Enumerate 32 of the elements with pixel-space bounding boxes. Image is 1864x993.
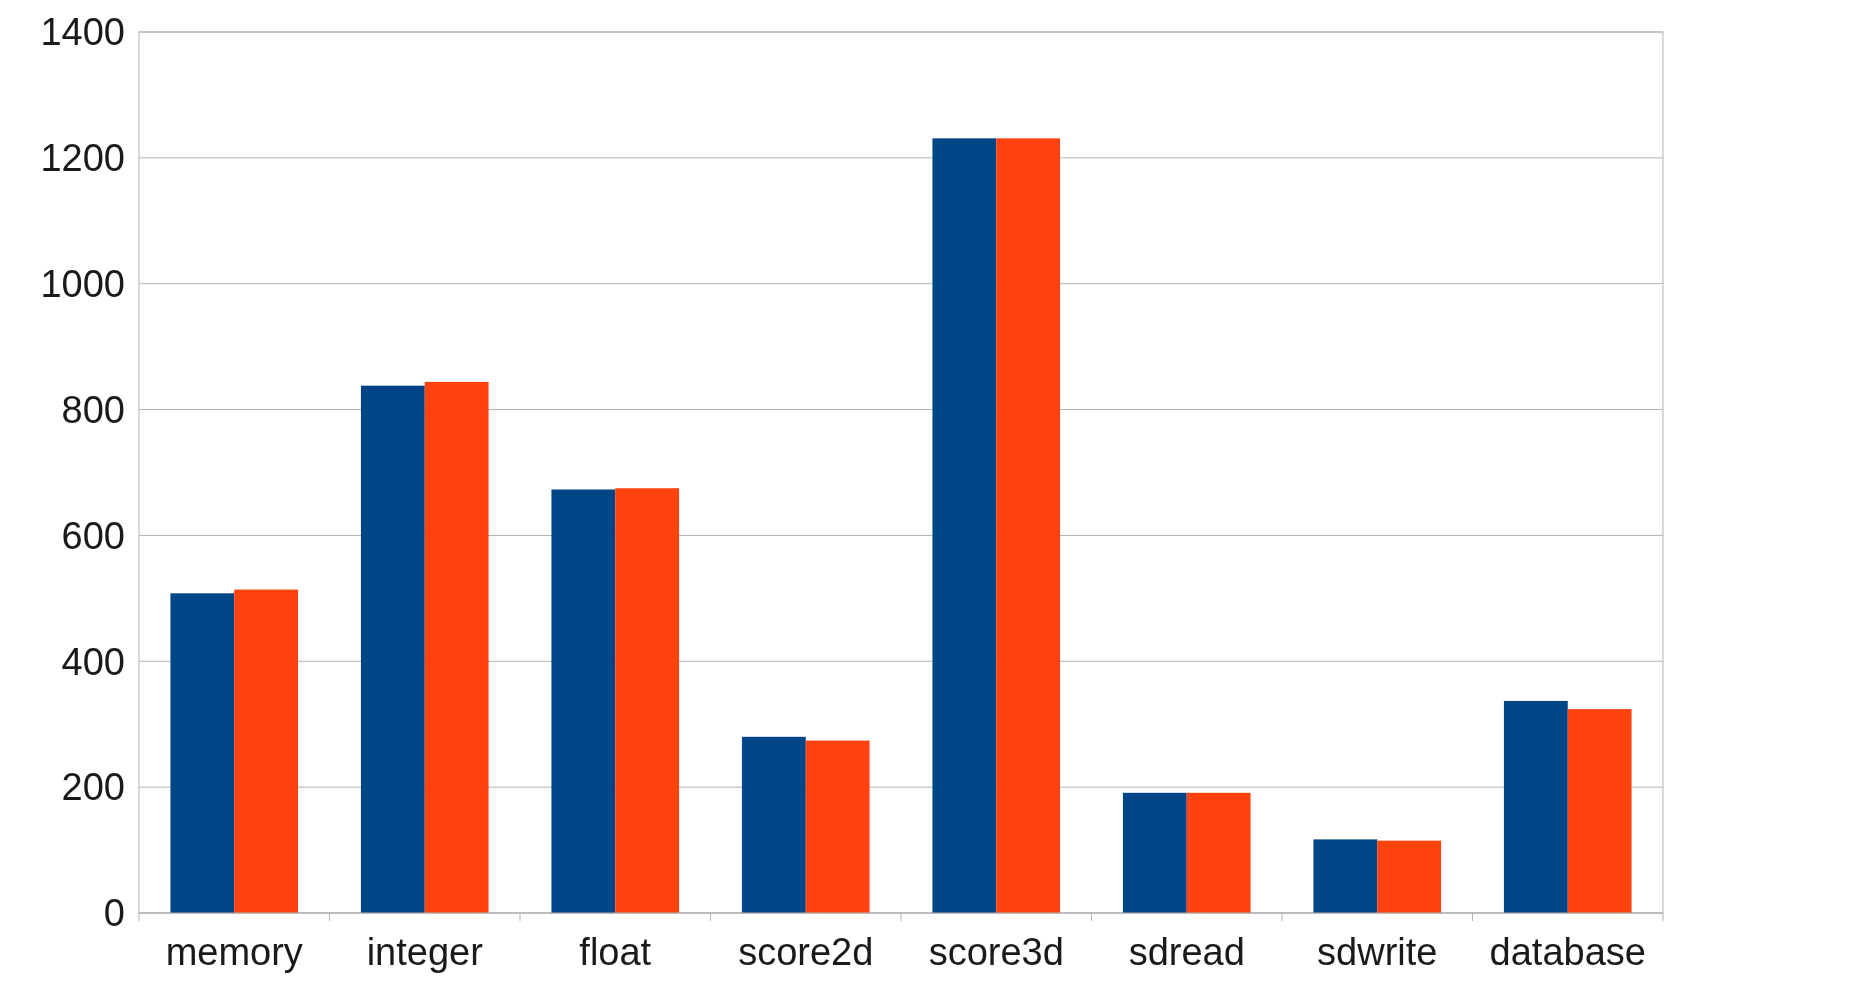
y-tick-label: 1400 <box>40 11 125 54</box>
bar <box>932 138 997 913</box>
y-tick-label: 200 <box>61 766 125 809</box>
y-tick-label: 1200 <box>40 137 125 180</box>
bar <box>741 736 806 913</box>
bar <box>805 740 870 913</box>
bar <box>1377 840 1442 913</box>
x-tick-label: database <box>1489 931 1646 973</box>
bar <box>1503 700 1568 913</box>
x-tick-label: score2d <box>738 931 874 973</box>
bar <box>360 385 425 913</box>
y-tick-label: 1000 <box>40 263 125 306</box>
y-tick-label: 0 <box>103 892 125 935</box>
bar <box>1186 792 1251 913</box>
bar <box>1313 839 1378 913</box>
bar <box>551 489 616 913</box>
y-tick-label: 800 <box>61 388 125 431</box>
x-tick-label: sdwrite <box>1317 931 1438 973</box>
x-tick-label: score3d <box>928 931 1064 973</box>
bar <box>170 593 235 913</box>
bar <box>424 381 489 913</box>
x-tick-label: float <box>579 931 652 973</box>
bar <box>1122 792 1187 913</box>
bar <box>615 488 680 913</box>
y-tick-label: 400 <box>61 640 125 683</box>
bar <box>996 138 1061 913</box>
x-tick-label: memory <box>165 931 303 973</box>
bar <box>234 589 299 913</box>
bar <box>1567 709 1632 913</box>
x-tick-label: sdread <box>1128 931 1245 973</box>
x-tick-label: integer <box>366 931 484 973</box>
y-tick-label: 600 <box>61 514 125 557</box>
